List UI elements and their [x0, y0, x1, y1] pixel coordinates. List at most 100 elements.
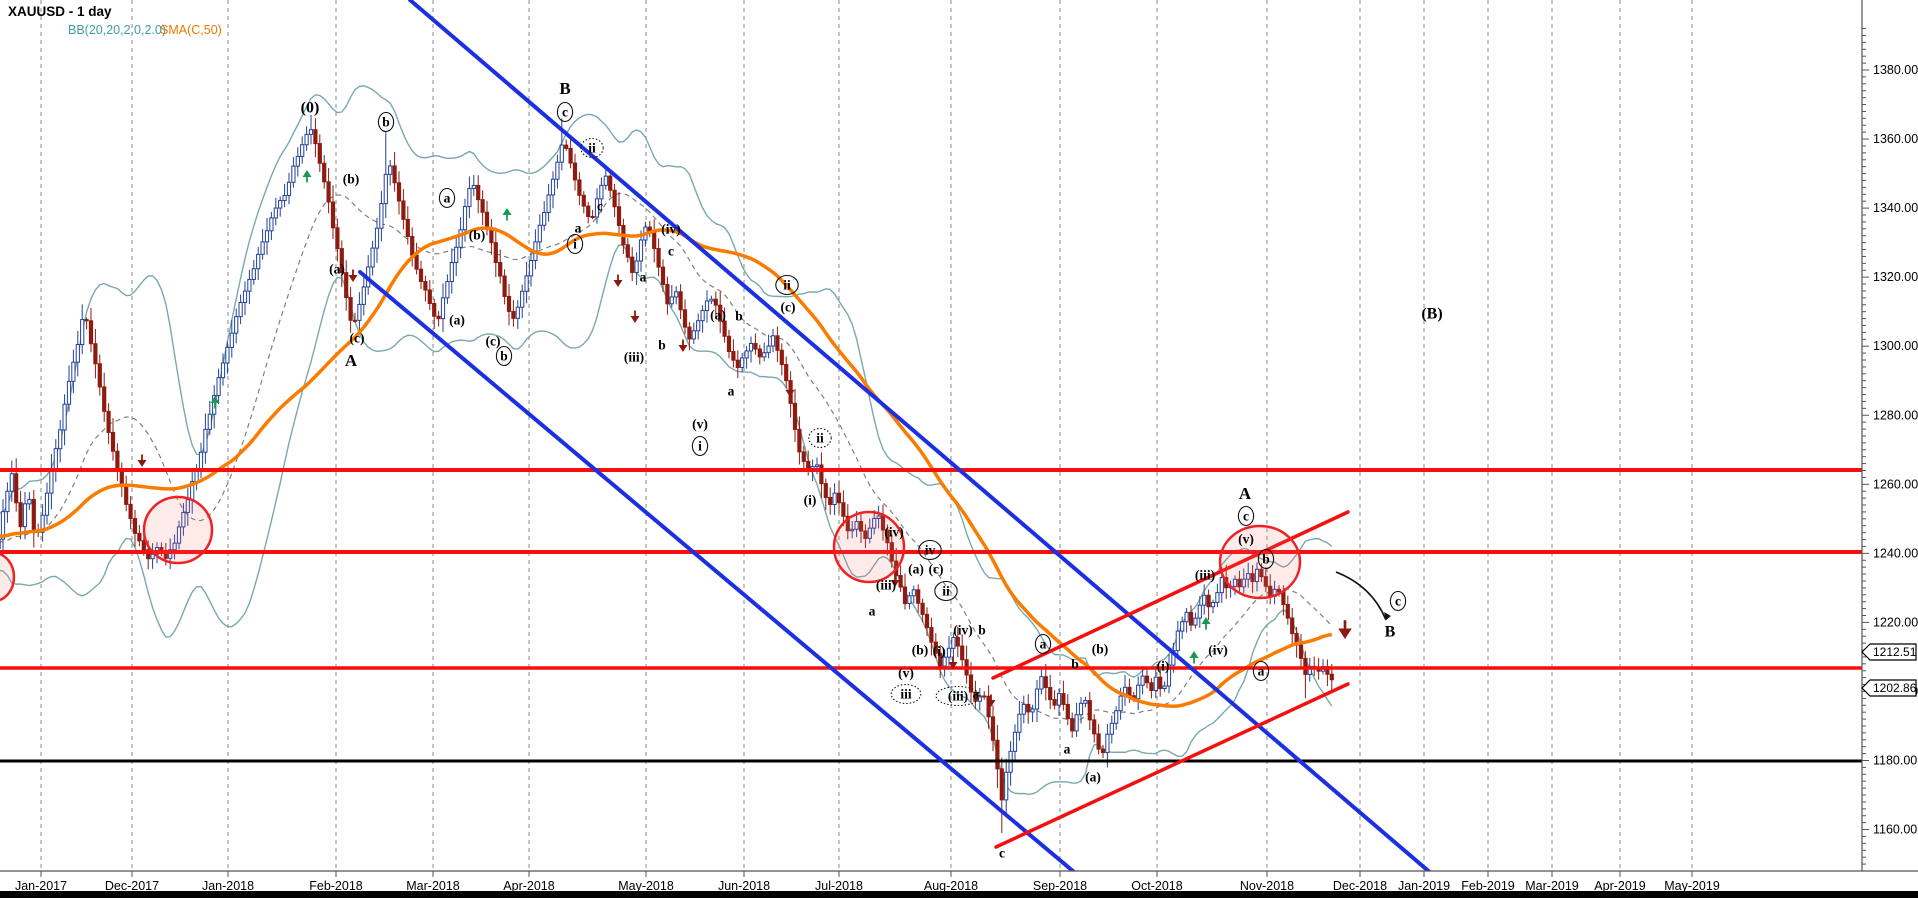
wave-label: c — [597, 199, 603, 214]
wave-label: b — [735, 309, 743, 324]
month-tick-label: Mar-2019 — [1525, 879, 1579, 893]
up-arrow-marker — [1189, 651, 1199, 664]
wave-label: (a) — [1085, 770, 1101, 785]
wave-label: c — [999, 846, 1005, 861]
price-axis[interactable]: 1380.00 1360.00 1340.00 1320.00 1300.00 1280.… — [1861, 0, 1918, 898]
wave-label: b — [978, 623, 986, 638]
month-tick-label: May-2019 — [1664, 879, 1720, 893]
wave-label: b — [382, 115, 390, 130]
wave-label: (a) — [449, 313, 465, 328]
highlight-dec-2017[interactable] — [142, 495, 214, 565]
wave-label: c — [1243, 509, 1249, 524]
red-channel-rising-channel-lower[interactable] — [994, 682, 1350, 849]
wave-label: (b) — [469, 228, 486, 243]
wave-label: (iv) — [1208, 643, 1228, 658]
svg-text:1202.86: 1202.86 — [1873, 681, 1917, 695]
wave-label: (iv) — [884, 525, 904, 540]
month-tick-label: Jun-2018 — [718, 879, 770, 893]
wave-label: (iii) — [876, 578, 896, 593]
wave-label: (v) — [1238, 532, 1254, 547]
blue-trendline-descending-channel-lower[interactable] — [358, 270, 1105, 898]
wave-label: a — [575, 221, 582, 236]
candlestick-series — [0, 114, 1334, 834]
highlight-jul-2018[interactable] — [832, 510, 906, 584]
price-tick-label: 1220.00 — [1873, 615, 1918, 629]
wave-label: c — [1395, 594, 1401, 609]
wave-label: ii — [942, 584, 950, 599]
bollinger-lower-band — [0, 244, 1333, 795]
price-tick-label: 1280.00 — [1873, 408, 1918, 422]
wave-label: (i) — [1157, 659, 1170, 674]
month-tick-label: Dec-2017 — [105, 879, 159, 893]
price-tick-label: 1380.00 — [1873, 63, 1918, 77]
price-tick-label: 1320.00 — [1873, 270, 1918, 284]
up-arrow-marker — [1201, 617, 1211, 630]
wave-label: b — [658, 338, 666, 353]
highlight-left-edge[interactable] — [0, 552, 16, 602]
down-arrow-marker — [948, 656, 958, 669]
wave-label: ii — [783, 278, 791, 293]
wave-label: a — [444, 191, 451, 206]
svg-text:1212.51: 1212.51 — [1873, 645, 1917, 659]
wave-label: a — [1258, 664, 1265, 679]
wave-label: A — [1239, 484, 1252, 503]
month-tick-label: Jan-2019 — [1398, 879, 1450, 893]
wave-label: (v) — [995, 869, 1011, 884]
wave-label: c — [668, 244, 674, 259]
wave-label: (a) — [908, 562, 924, 577]
red-channel-rising-channel-upper[interactable] — [991, 510, 1350, 680]
wave-label: B — [1385, 623, 1396, 640]
wave-label: (a) — [329, 262, 345, 277]
wave-label: a — [869, 604, 876, 619]
down-arrow-marker — [348, 269, 358, 282]
down-arrow-marker — [613, 274, 623, 287]
wave-label: c — [562, 105, 568, 120]
wave-label: (c) — [781, 300, 796, 315]
month-tick-label: Feb-2018 — [309, 879, 363, 893]
wave-label: (v) — [692, 417, 708, 432]
month-tick-label: Apr-2019 — [1594, 879, 1645, 893]
current-price-tag: 1202.86 — [1861, 679, 1917, 697]
wave-label: (iv) — [661, 222, 681, 237]
wave-label: (iii) — [948, 689, 968, 704]
wave-label: (iv) — [953, 623, 973, 638]
wave-label: A — [345, 351, 358, 370]
wave-label: b — [1262, 552, 1270, 567]
month-tick-label: Mar-2018 — [406, 879, 460, 893]
price-tick-label: 1240.00 — [1873, 546, 1918, 560]
price-tick-label: 1160.00 — [1873, 823, 1917, 837]
month-tick-label: May-2018 — [618, 879, 674, 893]
month-tick-label: Dec-2018 — [1333, 879, 1387, 893]
wave-label: a — [1064, 742, 1071, 757]
current-price-tag: 1212.51 — [1861, 643, 1917, 661]
wave-label: B — [559, 79, 570, 98]
down-arrow-marker — [1338, 620, 1352, 639]
wave-label: (v) — [898, 666, 914, 681]
wave-b-projection-arrow — [1335, 571, 1387, 621]
down-arrow-marker — [137, 454, 147, 467]
wave-label: (b) — [912, 643, 929, 658]
symbol-timeframe-title: XAUUSD - 1 day — [8, 4, 112, 19]
down-arrow-marker — [630, 310, 640, 323]
wave-label: (b) — [343, 172, 360, 187]
arrow-markers — [137, 170, 1352, 707]
wave-label: (b) — [1092, 642, 1109, 657]
month-tick-label: Oct-2018 — [1131, 879, 1182, 893]
highlight-nov-2018[interactable] — [1218, 524, 1302, 600]
wave-label: (c) — [929, 562, 944, 577]
down-arrow-marker — [890, 574, 900, 587]
wave-label: b — [1071, 657, 1079, 672]
wave-label: (iii) — [1195, 568, 1215, 583]
wave-label: a — [1040, 637, 1047, 652]
price-tick-label: 1260.00 — [1873, 477, 1918, 491]
month-tick-label: Sep-2018 — [1033, 879, 1087, 893]
blue-trendline-descending-channel-upper[interactable] — [408, 0, 1460, 898]
wave-label: (0) — [301, 99, 320, 116]
time-axis[interactable]: Jan-2017 Dec-2017 Jan-2018 Feb-2018 Mar-2018… — [0, 870, 1918, 893]
wave-label: (i) — [804, 493, 817, 508]
up-arrow-marker — [210, 396, 220, 409]
wave-label: (iii) — [624, 350, 644, 365]
